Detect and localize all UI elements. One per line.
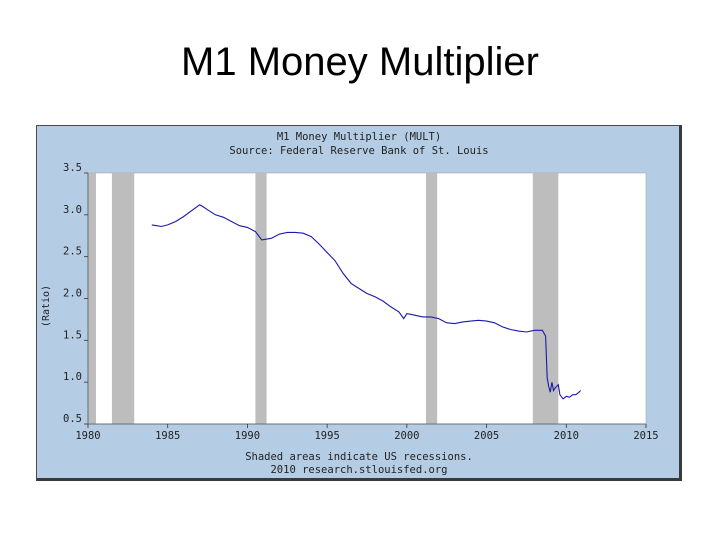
recession-band [532, 173, 559, 424]
x-tick-label: 2005 [474, 430, 499, 442]
recession-band [111, 173, 135, 424]
y-tick-label: 1.5 [63, 329, 82, 341]
y-tick-label: 1.0 [63, 371, 82, 383]
chart-frame: M1 Money Multiplier (MULT) Source: Feder… [36, 125, 682, 481]
footer-source: 2010 research.stlouisfed.org [270, 464, 447, 476]
recession-band [88, 173, 96, 424]
x-tick-label: 2010 [554, 430, 579, 442]
y-tick-label: 3.0 [63, 204, 82, 216]
recession-band [255, 173, 267, 424]
y-tick-label: 2.0 [63, 288, 82, 300]
x-tick-label: 2000 [394, 430, 419, 442]
chart-svg: M1 Money Multiplier (MULT) Source: Feder… [41, 131, 659, 476]
footer-note: Shaded areas indicate US recessions. [245, 451, 473, 463]
x-tick-label: 2015 [633, 430, 658, 442]
chart-title: M1 Money Multiplier (MULT) [277, 131, 441, 143]
slide-title: M1 Money Multiplier [181, 40, 539, 84]
x-tick-label: 1995 [314, 430, 339, 442]
y-tick-label: 3.5 [63, 162, 82, 174]
recession-band [425, 173, 438, 424]
x-tick-label: 1980 [75, 430, 100, 442]
y-tick-label: 0.5 [63, 413, 82, 425]
x-tick-label: 1985 [155, 430, 180, 442]
x-tick-label: 1990 [235, 430, 260, 442]
y-axis-label: (Ratio) [41, 285, 52, 327]
series-line [151, 204, 582, 400]
plot-area [87, 172, 647, 425]
y-tick-label: 2.5 [63, 246, 82, 258]
chart-subtitle: Source: Federal Reserve Bank of St. Loui… [229, 145, 488, 157]
